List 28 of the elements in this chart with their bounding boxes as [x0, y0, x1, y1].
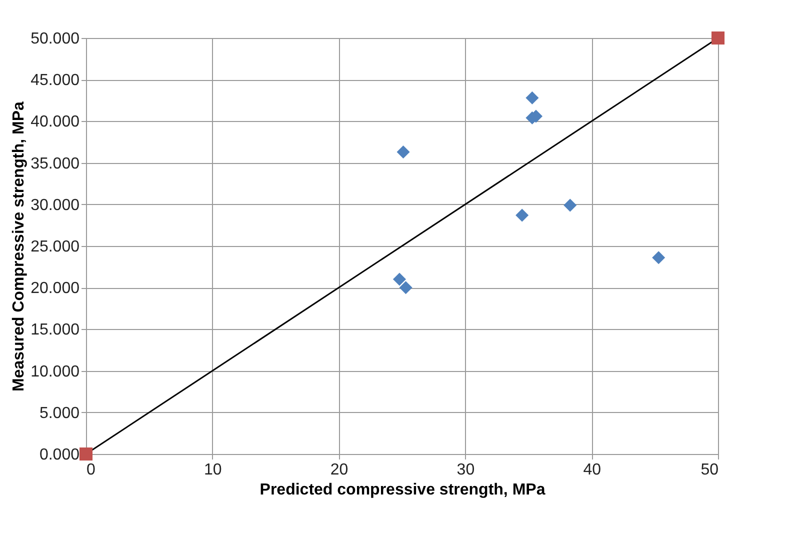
y-tick-label: 10.000 [30, 363, 80, 380]
y-tick-label: 15.000 [30, 322, 80, 339]
y-tick-label: 30.000 [30, 196, 80, 214]
y-axis-title: Measured Compressive strength, MPa [10, 101, 28, 392]
y-tick-label: 45.000 [30, 72, 80, 90]
point [711, 31, 725, 45]
y-tick-label: 50.000 [30, 30, 80, 48]
point [79, 447, 93, 461]
point [652, 251, 666, 264]
point [516, 208, 529, 222]
x-tick-label: 0 [86, 462, 96, 478]
point [396, 145, 410, 159]
x-tick-label: 40 [583, 462, 602, 478]
point [399, 281, 412, 294]
y-tick-label: 40.000 [30, 114, 80, 131]
x-tick-label: 30 [456, 462, 475, 478]
y-tick-label: 25.000 [30, 238, 80, 256]
x-tick-label: 10 [204, 462, 222, 478]
y-tick-label: 20.000 [30, 280, 80, 298]
x-tick-label: 50 [700, 462, 719, 478]
y-tick-label: 0.000 [39, 446, 80, 464]
point [564, 198, 577, 212]
y-tick-label: 35.000 [30, 155, 80, 172]
point [526, 91, 539, 104]
y-tick-label: 5.000 [39, 404, 80, 422]
x-axis-title: Predicted compressive strength, MPa [260, 482, 546, 498]
point [392, 272, 406, 286]
x-tick-label: 20 [330, 462, 348, 478]
